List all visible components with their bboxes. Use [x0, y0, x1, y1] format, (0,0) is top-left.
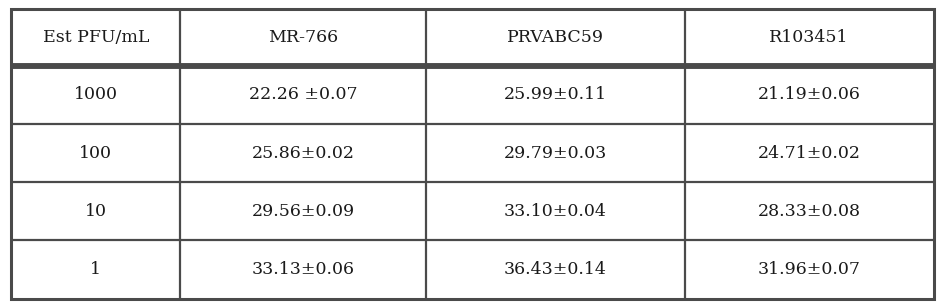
Text: 36.43±0.14: 36.43±0.14 [503, 261, 606, 278]
Text: 31.96±0.07: 31.96±0.07 [757, 261, 860, 278]
Text: 25.99±0.11: 25.99±0.11 [503, 86, 606, 103]
Text: 33.13±0.06: 33.13±0.06 [251, 261, 354, 278]
Text: 33.10±0.04: 33.10±0.04 [503, 203, 606, 220]
Text: Est PFU/mL: Est PFU/mL [42, 29, 149, 46]
Text: 10: 10 [85, 203, 107, 220]
Text: 29.79±0.03: 29.79±0.03 [503, 144, 606, 162]
Text: 25.86±0.02: 25.86±0.02 [251, 144, 354, 162]
Text: 22.26 ±0.07: 22.26 ±0.07 [248, 86, 357, 103]
Text: 1000: 1000 [74, 86, 118, 103]
Text: 21.19±0.06: 21.19±0.06 [757, 86, 860, 103]
Text: MR-766: MR-766 [268, 29, 338, 46]
Text: 29.56±0.09: 29.56±0.09 [251, 203, 354, 220]
Text: PRVABC59: PRVABC59 [507, 29, 603, 46]
Text: 100: 100 [79, 144, 112, 162]
Text: 28.33±0.08: 28.33±0.08 [757, 203, 860, 220]
Text: 1: 1 [90, 261, 101, 278]
Text: 24.71±0.02: 24.71±0.02 [757, 144, 860, 162]
Text: R103451: R103451 [768, 29, 848, 46]
